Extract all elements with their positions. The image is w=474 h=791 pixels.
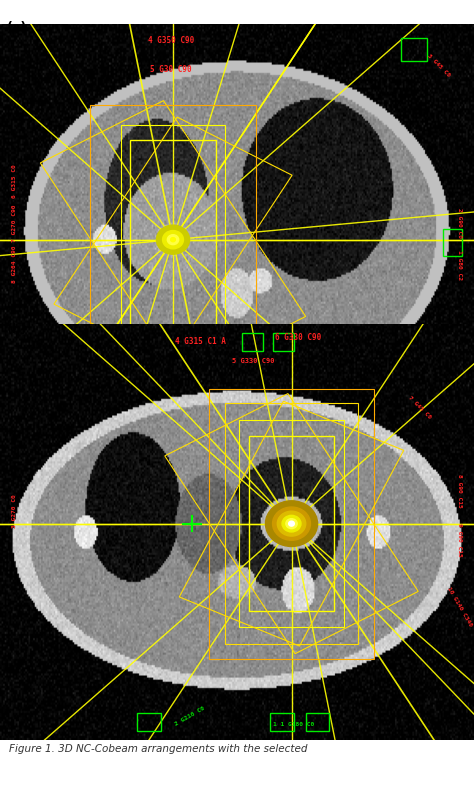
- Text: 6 D 0: 6 D 0: [102, 409, 107, 428]
- Bar: [273, 332, 294, 351]
- Text: 4 G315 C1 A: 4 G315 C1 A: [175, 337, 226, 346]
- Text: 10 G140 C340: 10 G140 C340: [447, 586, 473, 627]
- Bar: [159, 410, 178, 426]
- Text: 5 G330 C90: 5 G330 C90: [232, 358, 275, 364]
- Circle shape: [167, 235, 179, 244]
- Circle shape: [156, 225, 190, 254]
- Text: 6 G330 C90: 6 G330 C90: [275, 332, 321, 342]
- Text: (a): (a): [7, 21, 27, 34]
- Circle shape: [273, 507, 310, 540]
- Text: 8 G264 C90: 8 G264 C90: [12, 246, 17, 283]
- Text: (b): (b): [7, 323, 28, 335]
- Text: 7 G45 C0: 7 G45 C0: [408, 395, 432, 420]
- Text: 7 G270 C90: 7 G270 C90: [12, 204, 17, 242]
- Bar: [209, 388, 374, 659]
- Bar: [242, 332, 263, 351]
- Text: 5 G30 C90: 5 G30 C90: [150, 65, 191, 74]
- Bar: [249, 437, 334, 611]
- Bar: [54, 117, 292, 362]
- Bar: [90, 104, 256, 375]
- Bar: [443, 229, 462, 256]
- Bar: [401, 38, 427, 61]
- Text: 2 G90 C0: 2 G90 C0: [457, 208, 462, 238]
- Bar: [40, 100, 306, 379]
- Text: G150: G150: [267, 411, 283, 422]
- Text: 6 G315 C0: 6 G315 C0: [12, 165, 17, 199]
- Bar: [239, 408, 263, 426]
- Bar: [270, 713, 294, 731]
- Circle shape: [289, 521, 294, 526]
- Circle shape: [265, 501, 318, 547]
- Bar: [165, 394, 418, 653]
- Text: 1 1 G180 C0: 1 1 G180 C0: [273, 722, 315, 727]
- Bar: [137, 713, 161, 731]
- Bar: [121, 126, 225, 354]
- Bar: [225, 403, 358, 644]
- Text: 0 G150: 0 G150: [207, 418, 229, 422]
- Circle shape: [282, 516, 301, 532]
- Text: 1 G80 C2: 1 G80 C2: [457, 250, 462, 279]
- Text: 8 G90 C15: 8 G90 C15: [457, 474, 462, 507]
- Bar: [130, 140, 216, 339]
- Text: 9 G90 C15: 9 G90 C15: [457, 524, 462, 557]
- Circle shape: [277, 511, 306, 536]
- Text: 4 G350 C90: 4 G350 C90: [147, 36, 194, 45]
- Bar: [306, 713, 329, 731]
- Circle shape: [163, 230, 183, 249]
- Circle shape: [171, 237, 175, 242]
- Bar: [239, 420, 344, 627]
- Text: 0 D 0 8 1: 0 D 0 8 1: [137, 418, 166, 422]
- Circle shape: [286, 519, 297, 528]
- Text: 2 G210 C0: 2 G210 C0: [174, 706, 205, 727]
- Bar: [179, 401, 404, 646]
- Text: 3 G270 C0: 3 G270 C0: [12, 494, 17, 528]
- Text: Figure 1. 3D NC-Cobeam arrangements with the selected: Figure 1. 3D NC-Cobeam arrangements with…: [9, 744, 308, 754]
- Text: 3 G45 C0: 3 G45 C0: [427, 53, 451, 78]
